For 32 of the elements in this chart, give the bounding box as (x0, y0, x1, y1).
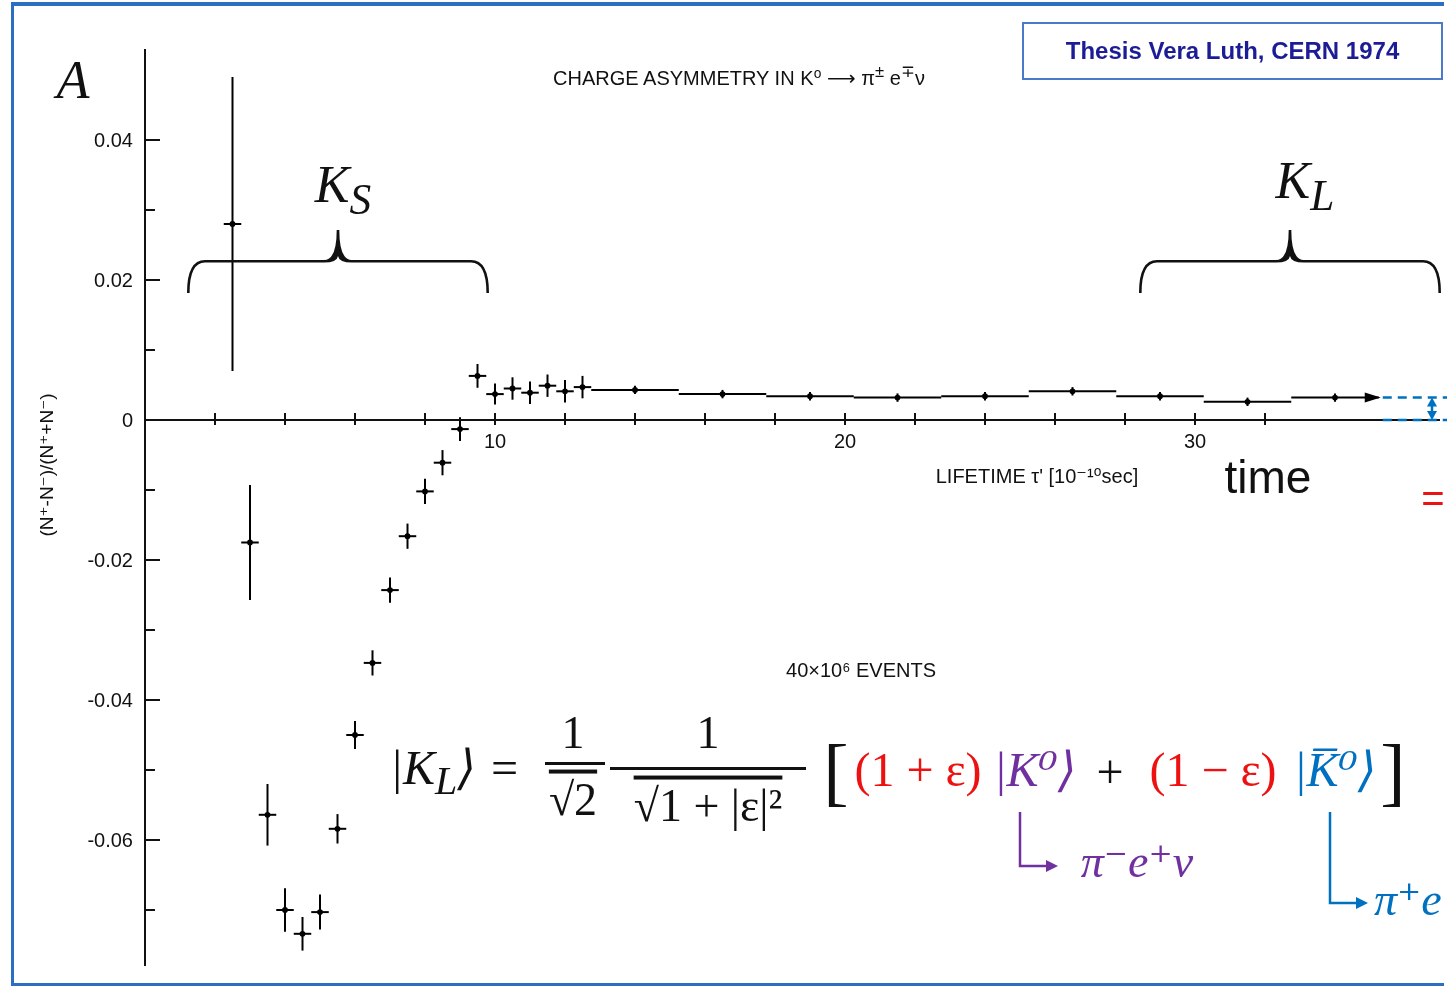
annotation: Thesis Vera Luth, CERN 1974 (1022, 22, 1443, 80)
text: CHARGE ASYMMETRY IN K⁰ ⟶ π$^{±}$ e$^{∓}$ν (553, 62, 925, 90)
annotation: 40×10⁶ EVENTS (786, 658, 936, 682)
y-tick-label: 0.02 (94, 269, 133, 291)
annotation: π⁻e⁺ν (1080, 835, 1194, 889)
annotation: (1 − ε) (1149, 742, 1277, 798)
annotation: √2 (548, 773, 598, 827)
annotation: (1 + ε) (854, 742, 982, 798)
x-tick-label: 30 (1183, 430, 1207, 452)
annotation: + (1096, 744, 1124, 800)
annotation: K$_{L}$ (1275, 151, 1335, 221)
x-tick-label: 20 (833, 430, 857, 452)
y-axis-title: (N⁺-N⁻)/(N⁺+N⁻) (36, 393, 58, 537)
annotation: K$_{S}$ (314, 155, 372, 225)
annotation: |K$_{L}$⟩ = (389, 739, 521, 805)
annotation: = (1421, 475, 1445, 521)
annotation: 1 (696, 706, 720, 760)
y-tick-label: 0 (121, 409, 133, 431)
annotation: [ (823, 728, 849, 816)
annotation: π⁺e (1374, 873, 1442, 927)
annotation: ] (1380, 728, 1406, 816)
x-tick-label: 10 (483, 430, 507, 452)
annotation: |K⁰⟩ (993, 742, 1077, 798)
y-tick-label: -0.02 (87, 549, 133, 571)
y-tick-label: -0.04 (87, 689, 133, 711)
annotation: |K̅⁰⟩ (1293, 742, 1377, 798)
annotation: 1 (561, 706, 585, 760)
y-tick-label: -0.06 (87, 829, 133, 851)
annotation: √1 + |ε|² (633, 779, 783, 833)
y-tick-label: 0.04 (94, 129, 133, 151)
x-axis-title: LIFETIME τ' [10⁻¹⁰sec] (935, 464, 1139, 488)
annotation: time (1224, 450, 1312, 504)
